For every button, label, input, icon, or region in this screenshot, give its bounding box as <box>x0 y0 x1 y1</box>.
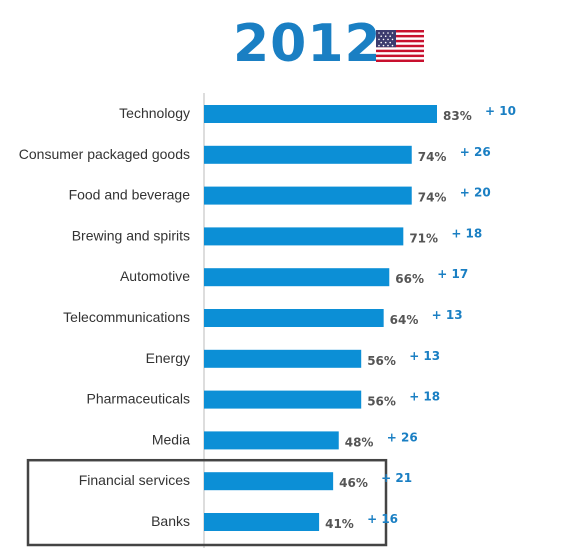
bar <box>204 145 412 164</box>
change-label: + 18 <box>451 226 482 240</box>
bar <box>204 309 384 327</box>
category-label: Telecommunications <box>63 309 190 325</box>
value-label: 64% <box>390 313 419 327</box>
bar <box>204 390 362 409</box>
category-label: Automotive <box>120 268 190 284</box>
value-label: 56% <box>367 395 396 409</box>
category-label: Food and beverage <box>69 187 191 203</box>
change-label: + 10 <box>485 104 516 118</box>
change-label: + 16 <box>367 512 398 526</box>
bar <box>204 227 404 246</box>
value-label: 74% <box>418 191 447 205</box>
category-label: Financial services <box>79 472 190 488</box>
bar <box>204 472 334 491</box>
bar <box>204 186 412 205</box>
category-label: Pharmaceuticals <box>87 391 191 407</box>
change-label: + 17 <box>437 267 468 281</box>
bar <box>204 431 339 450</box>
category-label: Media <box>152 431 190 447</box>
category-label: Banks <box>151 513 190 529</box>
chart-title: 2012 <box>233 14 382 74</box>
change-label: + 26 <box>387 430 418 444</box>
value-label: 46% <box>339 476 368 490</box>
value-label: 71% <box>409 231 438 245</box>
category-label: Technology <box>119 105 190 121</box>
highlight-box <box>26 458 388 547</box>
change-label: + 18 <box>409 390 440 404</box>
value-label: 56% <box>367 354 396 368</box>
change-label: + 13 <box>432 308 463 322</box>
value-label: 74% <box>418 150 447 164</box>
bar <box>204 513 320 531</box>
value-label: 83% <box>443 109 472 123</box>
bar <box>204 349 362 368</box>
change-label: + 26 <box>460 145 491 159</box>
value-label: 41% <box>325 517 354 531</box>
change-label: + 13 <box>409 349 440 363</box>
change-label: + 20 <box>460 186 491 200</box>
bar <box>204 268 390 287</box>
change-label: + 21 <box>381 471 412 485</box>
value-label: 66% <box>395 272 424 286</box>
value-label: 48% <box>345 435 374 449</box>
category-label: Consumer packaged goods <box>19 146 190 162</box>
us-flag-icon <box>376 30 424 62</box>
category-label: Energy <box>146 350 190 366</box>
bar <box>204 105 437 123</box>
category-label: Brewing and spirits <box>72 227 190 243</box>
